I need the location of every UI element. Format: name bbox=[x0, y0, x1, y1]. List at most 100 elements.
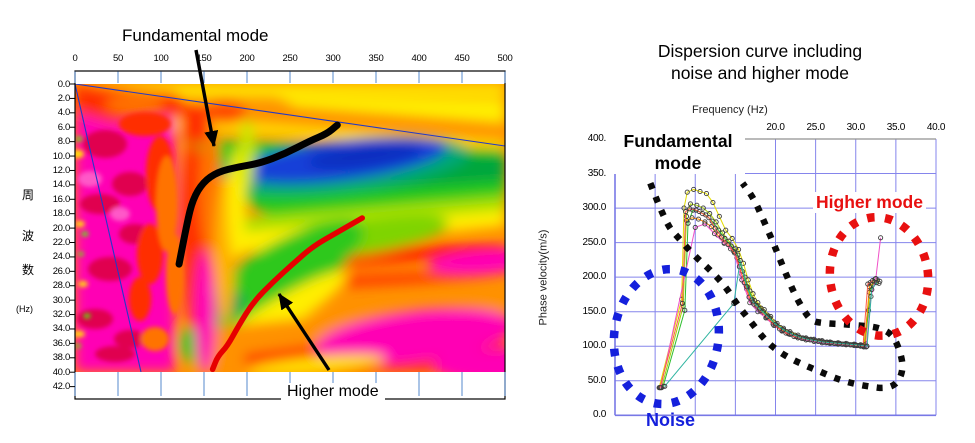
plot-box bbox=[74, 70, 506, 400]
x-tick-label: 350 bbox=[368, 53, 384, 64]
x-tick-label: 200 bbox=[239, 53, 255, 64]
data-point-shot-1 bbox=[697, 188, 703, 195]
y-tick-label: 100.0 bbox=[582, 340, 606, 352]
data-point-shot-7 bbox=[837, 340, 843, 347]
y-tick-label: 38.0 bbox=[52, 352, 71, 364]
data-point-shot-6 bbox=[732, 250, 738, 256]
fundamental-mode-arrow bbox=[194, 49, 219, 147]
y-tick-label: 14.0 bbox=[52, 179, 71, 191]
x-tick-label: 35.0 bbox=[886, 122, 906, 133]
right-fundamental-mode-label-line1: Fundamental bbox=[623, 131, 733, 151]
left-y-axis-label-char-2: 波 bbox=[22, 229, 35, 243]
velocity-limit-lines bbox=[75, 84, 505, 372]
data-point-shot-5 bbox=[878, 235, 884, 241]
y-tick-label: 4.0 bbox=[57, 107, 71, 119]
x-tick-label: 100 bbox=[153, 53, 169, 64]
y-tick-label: 22.0 bbox=[52, 237, 71, 248]
y-tick-label: 200.0 bbox=[582, 271, 606, 283]
right-chart-title-line1: Dispersion curve including bbox=[657, 41, 863, 61]
data-point-shot-3 bbox=[682, 307, 688, 313]
data-point-shot-1 bbox=[703, 191, 710, 197]
data-point-shot-7 bbox=[756, 306, 762, 312]
data-point-shot-6 bbox=[687, 206, 693, 212]
y-tick-label: 26.0 bbox=[52, 265, 71, 277]
y-tick-label: 40.0 bbox=[52, 366, 71, 378]
y-tick-label: 6.0 bbox=[57, 121, 71, 133]
data-point-shot-7 bbox=[805, 336, 811, 342]
x-tick-label: 250 bbox=[282, 53, 298, 64]
noise-ellipse bbox=[609, 264, 724, 409]
right-higher-mode-label: Higher mode bbox=[813, 192, 926, 213]
data-point-shot-5 bbox=[702, 221, 708, 227]
x-tick-label: 500 bbox=[497, 53, 513, 64]
y-tick-label: 300.0 bbox=[582, 202, 606, 214]
data-point-shot-4 bbox=[728, 246, 734, 252]
y-tick-label: 34.0 bbox=[52, 323, 71, 335]
noise-label: Noise bbox=[646, 410, 696, 430]
left-y-axis-label-char-3: 数 bbox=[22, 263, 35, 277]
data-point-shot-7 bbox=[764, 313, 771, 320]
higher-mode-ellipse bbox=[825, 212, 933, 340]
y-tick-label: 400. bbox=[587, 133, 607, 144]
data-point-shot-6 bbox=[657, 385, 663, 391]
data-point-shot-2 bbox=[694, 202, 700, 208]
velocity-line bbox=[75, 84, 505, 147]
data-point-shot-4 bbox=[683, 217, 689, 224]
data-point-shot-7 bbox=[737, 258, 743, 264]
y-tick-label: 36.0 bbox=[52, 337, 71, 349]
data-point-shot-4 bbox=[695, 216, 702, 222]
y-tick-label: 10.0 bbox=[52, 150, 71, 162]
dispersion-chart-plot-area bbox=[609, 138, 937, 417]
left-figure-axes-overlay bbox=[70, 49, 506, 400]
x-tick-label: 50 bbox=[113, 53, 123, 64]
frequency-axis-label: Frequency (Hz) bbox=[692, 104, 768, 116]
data-point-shot-6 bbox=[865, 281, 871, 287]
y-tick-label: 150.0 bbox=[582, 305, 606, 317]
higher-mode-arrow bbox=[277, 293, 331, 371]
series-line-shot-5 bbox=[660, 223, 882, 388]
y-tick-label: 32.0 bbox=[52, 309, 71, 321]
data-point-shot-7 bbox=[797, 334, 803, 340]
data-point-shot-1 bbox=[710, 199, 716, 206]
data-point-shot-7 bbox=[780, 327, 787, 333]
data-point-shot-6 bbox=[719, 234, 725, 240]
data-point-shot-5 bbox=[711, 231, 718, 237]
right-fundamental-mode-label: Fundamental mode bbox=[611, 130, 745, 174]
y-tick-label: 28.0 bbox=[52, 280, 71, 292]
data-point-shot-7 bbox=[874, 280, 880, 286]
data-point-shot-7 bbox=[853, 342, 859, 348]
data-point-shot-7 bbox=[859, 342, 865, 349]
x-tick-label: 300 bbox=[325, 53, 341, 64]
data-point-shot-7 bbox=[845, 341, 851, 347]
data-point-shot-7 bbox=[829, 340, 835, 346]
data-point-shot-6 bbox=[712, 225, 718, 231]
x-tick-label: 150 bbox=[196, 53, 212, 64]
data-point-shot-1 bbox=[736, 246, 742, 253]
data-point-shot-6 bbox=[693, 207, 699, 213]
spectral-heatmap-image bbox=[75, 84, 505, 372]
phase-velocity-axis-label: Phase velocity(m/s) bbox=[537, 229, 550, 326]
right-chart-title: Dispersion curve including noise and hig… bbox=[580, 40, 940, 84]
left-fundamental-mode-label: Fundamental mode bbox=[122, 26, 269, 45]
data-point-shot-7 bbox=[788, 331, 795, 337]
y-tick-label: 24.0 bbox=[52, 251, 71, 263]
data-point-shot-6 bbox=[741, 280, 747, 286]
data-point-shot-7 bbox=[750, 299, 756, 305]
series-line-shot-7 bbox=[664, 260, 878, 387]
data-point-shot-7 bbox=[662, 383, 668, 389]
y-tick-label: 42.0 bbox=[52, 381, 71, 393]
data-point-shot-6 bbox=[683, 208, 689, 215]
data-point-shot-6 bbox=[725, 242, 731, 248]
series-line-shot-1 bbox=[658, 188, 881, 388]
y-tick-label: 50.0 bbox=[587, 374, 607, 386]
x-tick-label: 450 bbox=[454, 53, 470, 64]
y-tick-label: 0.0 bbox=[592, 409, 606, 421]
y-tick-label: 30.0 bbox=[52, 294, 71, 306]
data-point-shot-1 bbox=[723, 227, 729, 233]
data-point-shot-1 bbox=[729, 235, 735, 242]
data-point-shot-6 bbox=[679, 300, 685, 306]
y-tick-label: 20.0 bbox=[52, 222, 71, 234]
data-point-shot-6 bbox=[706, 215, 712, 221]
data-point-shot-4 bbox=[689, 215, 695, 221]
